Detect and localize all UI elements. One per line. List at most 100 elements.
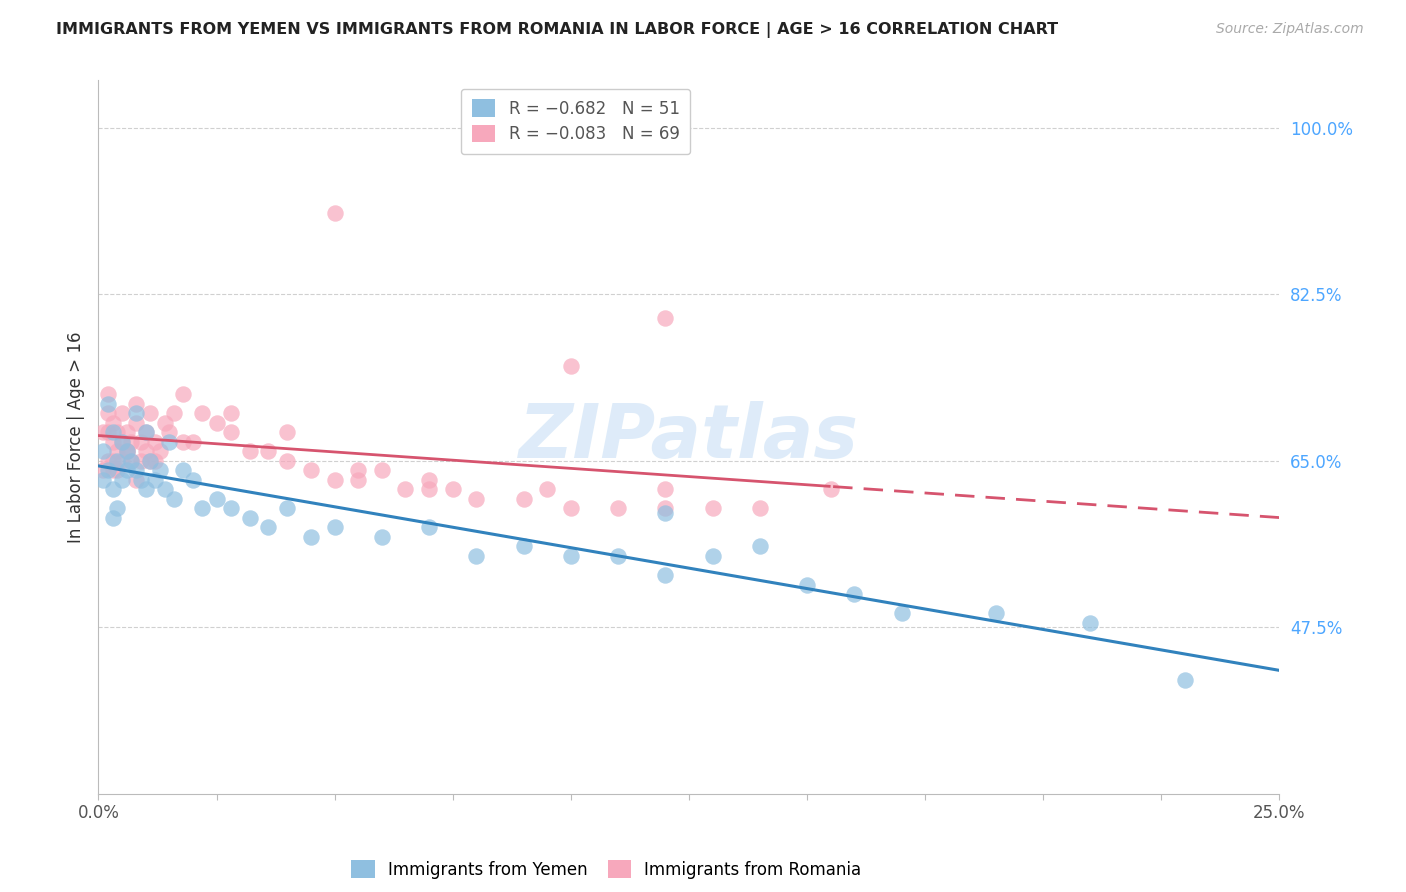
Point	[111, 406, 134, 420]
Point	[105, 425, 128, 440]
Point	[654, 568, 676, 582]
Point	[101, 511, 124, 525]
Point	[125, 463, 148, 477]
Point	[105, 501, 128, 516]
Point	[163, 406, 186, 420]
Point	[890, 606, 912, 620]
Point	[97, 454, 120, 468]
Point	[702, 549, 724, 563]
Point	[97, 425, 120, 440]
Point	[219, 425, 242, 440]
Point	[560, 359, 582, 373]
Point	[139, 406, 162, 420]
Point	[111, 473, 134, 487]
Point	[654, 483, 676, 497]
Point	[820, 483, 842, 497]
Point	[181, 434, 204, 449]
Point	[512, 491, 534, 506]
Point	[323, 520, 346, 534]
Point	[115, 444, 138, 458]
Point	[125, 416, 148, 430]
Point	[121, 454, 143, 468]
Point	[512, 540, 534, 554]
Point	[276, 425, 298, 440]
Point	[257, 444, 280, 458]
Point	[984, 606, 1007, 620]
Point	[91, 425, 114, 440]
Point	[172, 434, 194, 449]
Point	[149, 463, 172, 477]
Point	[97, 397, 120, 411]
Point	[441, 483, 464, 497]
Point	[121, 434, 143, 449]
Point	[654, 506, 676, 520]
Point	[153, 483, 176, 497]
Point	[191, 406, 214, 420]
Point	[135, 425, 157, 440]
Point	[607, 549, 630, 563]
Point	[135, 444, 157, 458]
Point	[111, 434, 134, 449]
Text: Source: ZipAtlas.com: Source: ZipAtlas.com	[1216, 22, 1364, 37]
Point	[129, 434, 152, 449]
Point	[347, 463, 370, 477]
Point	[101, 483, 124, 497]
Point	[219, 406, 242, 420]
Point	[91, 463, 114, 477]
Point	[125, 473, 148, 487]
Point	[1174, 673, 1197, 687]
Point	[299, 463, 322, 477]
Point	[172, 463, 194, 477]
Point	[129, 454, 152, 468]
Point	[143, 434, 166, 449]
Point	[101, 416, 124, 430]
Point	[276, 454, 298, 468]
Point	[97, 387, 120, 401]
Point	[125, 397, 148, 411]
Point	[654, 311, 676, 326]
Point	[560, 501, 582, 516]
Point	[163, 491, 186, 506]
Point	[157, 434, 180, 449]
Point	[143, 473, 166, 487]
Point	[418, 483, 440, 497]
Point	[115, 463, 138, 477]
Point	[129, 473, 152, 487]
Point	[181, 473, 204, 487]
Point	[219, 501, 242, 516]
Point	[371, 463, 394, 477]
Point	[105, 444, 128, 458]
Point	[418, 520, 440, 534]
Text: ZIPatlas: ZIPatlas	[519, 401, 859, 474]
Point	[111, 454, 134, 468]
Point	[172, 387, 194, 401]
Point	[418, 473, 440, 487]
Point	[844, 587, 866, 601]
Point	[157, 425, 180, 440]
Point	[91, 473, 114, 487]
Point	[191, 501, 214, 516]
Point	[536, 483, 558, 497]
Point	[205, 416, 228, 430]
Point	[276, 501, 298, 516]
Point	[465, 491, 488, 506]
Point	[748, 540, 770, 554]
Point	[371, 530, 394, 544]
Point	[299, 530, 322, 544]
Y-axis label: In Labor Force | Age > 16: In Labor Force | Age > 16	[66, 331, 84, 543]
Point	[143, 454, 166, 468]
Point	[97, 406, 120, 420]
Point	[149, 444, 172, 458]
Point	[115, 444, 138, 458]
Point	[560, 549, 582, 563]
Point	[135, 483, 157, 497]
Point	[105, 463, 128, 477]
Point	[135, 425, 157, 440]
Point	[153, 416, 176, 430]
Point	[139, 454, 162, 468]
Point	[101, 425, 124, 440]
Point	[205, 491, 228, 506]
Point	[105, 454, 128, 468]
Point	[125, 406, 148, 420]
Point	[748, 501, 770, 516]
